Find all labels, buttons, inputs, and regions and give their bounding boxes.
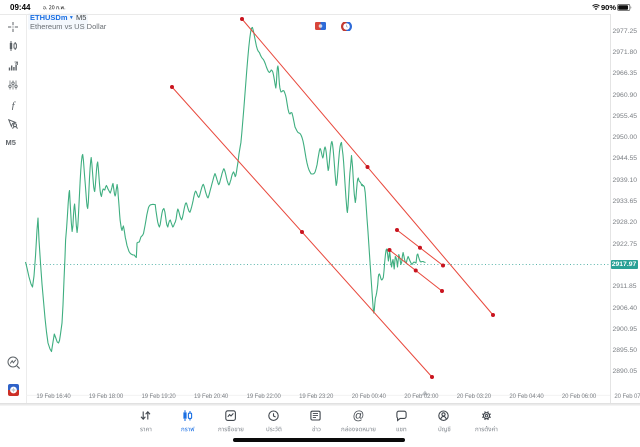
svg-text:@: @ bbox=[353, 410, 364, 421]
svg-text:f: f bbox=[11, 100, 16, 110]
